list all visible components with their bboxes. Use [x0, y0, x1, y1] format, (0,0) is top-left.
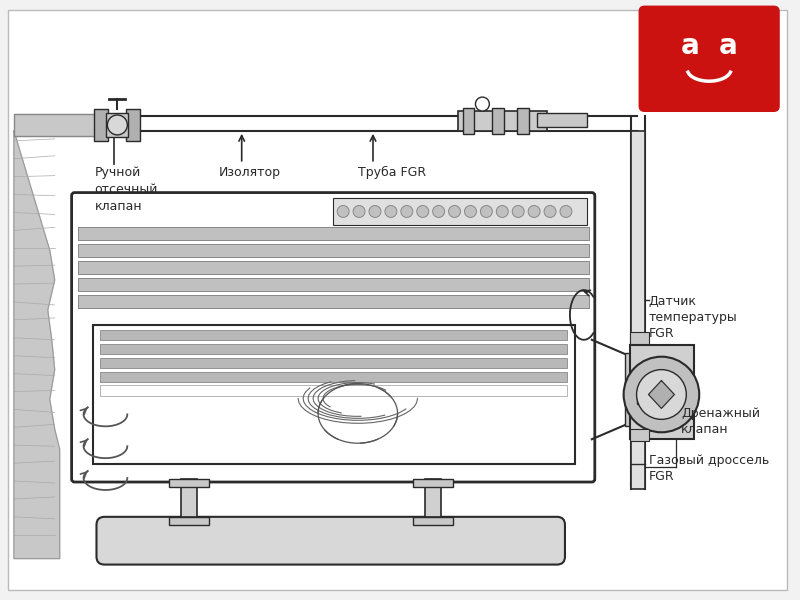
Circle shape: [337, 206, 349, 217]
Bar: [94, 109, 109, 141]
Bar: [78, 295, 589, 308]
FancyBboxPatch shape: [72, 193, 594, 482]
Circle shape: [417, 206, 429, 217]
Circle shape: [624, 356, 699, 432]
FancyBboxPatch shape: [97, 517, 565, 565]
Circle shape: [512, 206, 524, 217]
Bar: [14, 114, 103, 136]
Text: Изолятор: Изолятор: [219, 166, 281, 179]
Bar: [169, 517, 209, 525]
Bar: [425, 479, 441, 517]
Bar: [518, 108, 529, 134]
Bar: [413, 479, 453, 487]
Circle shape: [560, 206, 572, 217]
Bar: [630, 131, 645, 489]
Circle shape: [481, 206, 492, 217]
Text: Дренажный
клапан: Дренажный клапан: [682, 407, 760, 436]
FancyBboxPatch shape: [638, 5, 780, 112]
Bar: [181, 479, 197, 517]
Text: Газовый дроссель
FGR: Газовый дроссель FGR: [649, 454, 769, 483]
Circle shape: [385, 206, 397, 217]
Bar: [413, 517, 453, 525]
Circle shape: [496, 206, 508, 217]
Text: Труба FGR: Труба FGR: [358, 166, 426, 179]
Circle shape: [465, 206, 477, 217]
Bar: [78, 227, 589, 241]
Bar: [101, 330, 567, 340]
Circle shape: [401, 206, 413, 217]
Bar: [334, 197, 587, 226]
Bar: [462, 108, 474, 134]
Circle shape: [107, 115, 127, 135]
Circle shape: [475, 97, 490, 111]
Bar: [93, 325, 575, 464]
Bar: [78, 278, 589, 291]
Bar: [106, 113, 128, 137]
Text: a  a: a a: [681, 32, 738, 61]
Bar: [101, 358, 567, 368]
Bar: [537, 113, 587, 127]
Bar: [126, 109, 140, 141]
Bar: [78, 261, 589, 274]
Circle shape: [369, 206, 381, 217]
Circle shape: [433, 206, 445, 217]
Bar: [637, 397, 645, 404]
Bar: [492, 108, 504, 134]
Bar: [78, 244, 589, 257]
Bar: [630, 332, 650, 344]
Bar: [630, 345, 694, 439]
Bar: [630, 430, 650, 441]
Circle shape: [544, 206, 556, 217]
Bar: [169, 479, 209, 487]
Bar: [101, 385, 567, 397]
Bar: [101, 371, 567, 382]
Text: Ручной
отсечный
клапан: Ручной отсечный клапан: [94, 166, 158, 213]
Text: Датчик
температуры
FGR: Датчик температуры FGR: [649, 295, 738, 340]
Bar: [101, 344, 567, 354]
Circle shape: [637, 370, 686, 419]
Bar: [625, 353, 630, 427]
Polygon shape: [649, 380, 674, 409]
Circle shape: [528, 206, 540, 217]
Circle shape: [449, 206, 461, 217]
Polygon shape: [14, 131, 60, 559]
Bar: [458, 111, 547, 131]
Circle shape: [353, 206, 365, 217]
